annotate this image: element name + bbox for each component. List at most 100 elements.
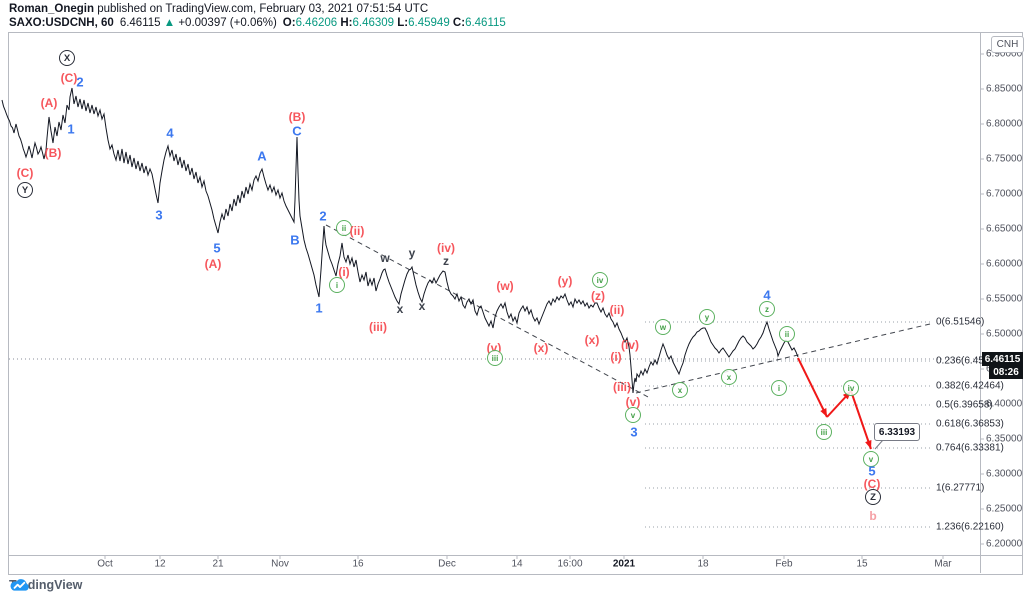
wave-label-x: x bbox=[672, 382, 688, 398]
wave-label-v: (v) bbox=[625, 395, 641, 409]
wave-label-iv: (iv) bbox=[437, 241, 455, 255]
wave-label-iv: (iv) bbox=[621, 338, 639, 352]
wave-label-y: (y) bbox=[557, 274, 573, 288]
plot-frame bbox=[8, 32, 1023, 575]
last-price-badge: 6.46115 bbox=[982, 352, 1023, 366]
wave-label-3: 3 bbox=[630, 424, 638, 440]
price-axis-tick: 6.25000 bbox=[986, 503, 1023, 515]
price-axis-tick: 6.65000 bbox=[986, 223, 1023, 235]
chart-header: Roman_Onegin published on TradingView.co… bbox=[9, 2, 506, 30]
wave-label-C: (C) bbox=[863, 477, 881, 491]
wave-label-ii: (ii) bbox=[609, 303, 625, 317]
wave-label-y: y bbox=[408, 246, 416, 260]
fib-level-label: 0.382(6.42464) bbox=[936, 380, 1004, 392]
price-axis-tick: 6.55000 bbox=[986, 293, 1023, 305]
wave-label-iv: iv bbox=[592, 272, 608, 288]
wave-label-z: z bbox=[759, 301, 775, 317]
wave-label-v: v bbox=[625, 407, 641, 423]
price-axis-tick: 6.90000 bbox=[986, 48, 1023, 60]
fib-level-label: 0.5(6.39658) bbox=[936, 399, 993, 411]
wave-label-w: w bbox=[655, 319, 671, 335]
close-value: 6.46115 bbox=[465, 17, 506, 29]
wave-label-x: (x) bbox=[533, 341, 549, 355]
wave-label-ii: ii bbox=[779, 326, 795, 342]
wave-label-z: z bbox=[443, 254, 449, 268]
wave-label-i: (i) bbox=[338, 265, 350, 279]
time-axis-tick: Nov bbox=[271, 558, 289, 570]
time-axis-tick: Feb bbox=[775, 558, 793, 570]
wave-label-ii: (ii) bbox=[349, 224, 365, 238]
wave-label-1: 1 bbox=[67, 121, 75, 137]
wave-label-w: w bbox=[380, 251, 390, 265]
time-axis-tick: Mar bbox=[934, 558, 952, 570]
price-axis-tick: 6.20000 bbox=[986, 538, 1023, 550]
wave-label-B: (B) bbox=[44, 146, 62, 160]
price-axis-tick: 6.85000 bbox=[986, 83, 1023, 95]
price-axis-tick: 6.40000 bbox=[986, 398, 1023, 410]
close-label: C: bbox=[452, 17, 466, 29]
wave-label-iii: iii bbox=[487, 350, 503, 366]
time-axis-tick: 18 bbox=[697, 558, 709, 570]
wave-label-x: x bbox=[418, 299, 426, 313]
high-value: 6.46309 bbox=[352, 17, 395, 29]
fib-level-label: 0.764(6.33381) bbox=[936, 442, 1004, 454]
time-axis-tick: 14 bbox=[511, 558, 523, 570]
wave-label-C: (C) bbox=[60, 71, 78, 85]
price-axis-tick: 6.50000 bbox=[986, 328, 1023, 340]
wave-label-iv: iv bbox=[843, 380, 859, 396]
wave-label-A: A bbox=[257, 148, 267, 164]
wave-label-i: i bbox=[771, 380, 787, 396]
low-label: L: bbox=[397, 17, 409, 29]
fib-level-label: 0(6.51546) bbox=[936, 316, 985, 328]
wave-label-C: C bbox=[292, 123, 302, 139]
wave-label-iii: (iii) bbox=[369, 320, 387, 334]
wave-label-C: (C) bbox=[16, 166, 34, 180]
publish-line: Roman_Onegin published on TradingView.co… bbox=[9, 2, 506, 16]
price-axis-tick: 6.60000 bbox=[986, 258, 1023, 270]
fib-level-label: 1(6.27771) bbox=[936, 482, 985, 494]
symbol-line: SAXO:USDCNH, 60 6.46115 ▲ +0.00397 (+0.06… bbox=[9, 16, 506, 30]
time-axis-tick: Dec bbox=[438, 558, 456, 570]
time-axis-tick: Oct bbox=[97, 558, 113, 570]
wave-label-Y: Y bbox=[17, 182, 33, 198]
last-price: 6.46115 bbox=[119, 17, 161, 29]
wave-label-i: (i) bbox=[610, 350, 622, 364]
wave-label-4: 4 bbox=[763, 287, 771, 303]
wave-label-A: (A) bbox=[204, 257, 222, 271]
wave-label-B: (B) bbox=[288, 110, 306, 124]
up-arrow-icon: ▲ bbox=[163, 17, 176, 29]
price-axis-tick: 6.75000 bbox=[986, 153, 1023, 165]
time-axis-tick: 15 bbox=[856, 558, 868, 570]
price-axis-separator bbox=[980, 32, 981, 573]
wave-label-4: 4 bbox=[166, 125, 174, 141]
wave-label-i: i bbox=[329, 277, 345, 293]
wave-label-iii: (iii) bbox=[613, 380, 631, 394]
wave-label-x: x bbox=[396, 302, 404, 316]
wave-label-w: (w) bbox=[496, 279, 514, 293]
wave-label-2: 2 bbox=[319, 208, 327, 224]
price-change: +0.00397 (+0.06%) bbox=[178, 17, 277, 29]
price-axis-tick: 6.35000 bbox=[986, 433, 1023, 445]
symbol-label: SAXO:USDCNH, 60 bbox=[9, 17, 114, 29]
wave-label-b: b bbox=[869, 509, 877, 523]
price-axis-tick: 6.30000 bbox=[986, 468, 1023, 480]
wave-label-2: 2 bbox=[76, 74, 84, 90]
wave-label-A: (A) bbox=[40, 96, 58, 110]
time-axis-tick: 12 bbox=[154, 558, 166, 570]
wave-label-iii: iii bbox=[816, 424, 832, 440]
wave-label-v: v bbox=[863, 451, 879, 467]
low-value: 6.45949 bbox=[408, 17, 450, 29]
wave-label-1: 1 bbox=[315, 300, 323, 316]
price-axis-tick: 6.80000 bbox=[986, 118, 1023, 130]
currency-badge: CNH bbox=[991, 36, 1024, 53]
wave-label-x: x bbox=[721, 369, 737, 385]
wave-label-z: (z) bbox=[591, 289, 605, 303]
author-name: Roman_Onegin bbox=[9, 3, 94, 15]
fib-level-label: 0.618(6.36853) bbox=[936, 418, 1004, 430]
time-axis-separator bbox=[8, 555, 1022, 556]
wave-label-5: 5 bbox=[213, 240, 221, 256]
open-label: O: bbox=[282, 17, 296, 29]
tradingview-cloud-icon bbox=[10, 579, 29, 591]
